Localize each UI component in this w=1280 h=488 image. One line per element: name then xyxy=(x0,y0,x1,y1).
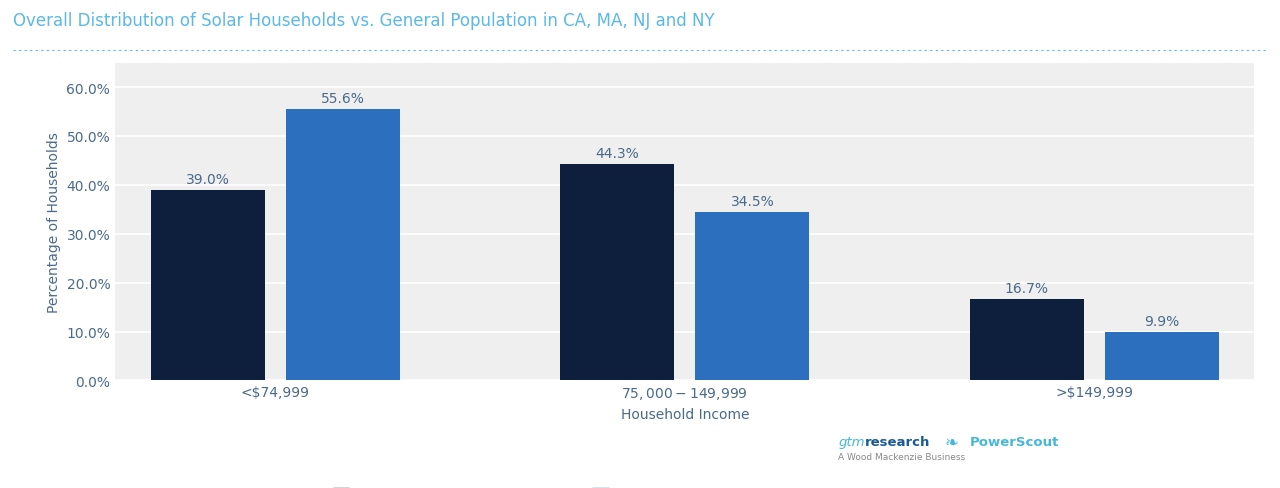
Bar xyxy=(287,109,399,381)
Legend: Solar Households, All Households: Solar Households, All Households xyxy=(328,482,727,488)
Bar xyxy=(695,212,809,381)
Bar xyxy=(151,190,265,381)
Text: 44.3%: 44.3% xyxy=(595,146,639,161)
Text: 55.6%: 55.6% xyxy=(321,91,365,105)
Text: 16.7%: 16.7% xyxy=(1005,281,1048,295)
Text: gtm: gtm xyxy=(838,435,865,448)
Text: 39.0%: 39.0% xyxy=(186,172,229,186)
Text: A Wood Mackenzie Business: A Wood Mackenzie Business xyxy=(838,452,965,461)
Text: 9.9%: 9.9% xyxy=(1144,314,1179,328)
Bar xyxy=(1105,332,1219,381)
Text: ❧: ❧ xyxy=(945,433,959,450)
Bar xyxy=(561,164,675,381)
Y-axis label: Percentage of Households: Percentage of Households xyxy=(47,132,61,312)
Text: 34.5%: 34.5% xyxy=(731,194,774,208)
X-axis label: Household Income: Household Income xyxy=(621,407,749,421)
Text: PowerScout: PowerScout xyxy=(970,435,1060,448)
Text: Overall Distribution of Solar Households vs. General Population in CA, MA, NJ an: Overall Distribution of Solar Households… xyxy=(13,12,714,30)
Text: research: research xyxy=(865,435,931,448)
Bar xyxy=(970,299,1083,381)
